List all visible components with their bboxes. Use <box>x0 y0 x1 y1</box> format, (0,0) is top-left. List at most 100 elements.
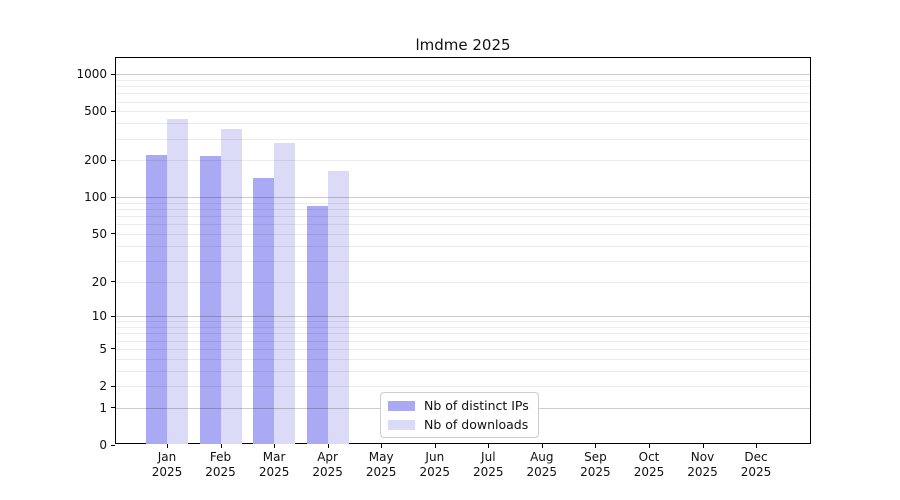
gridline-minor <box>116 358 810 360</box>
gridline-minor <box>116 386 810 387</box>
x-axis-tick-label: Feb 2025 <box>189 450 253 480</box>
y-axis-tick <box>111 444 115 446</box>
bar-apr-distinct-ips <box>306 206 328 444</box>
x-label-month: Aug <box>530 450 554 464</box>
y-axis-tick-label: 20 <box>91 274 107 289</box>
plot-area: 0 1 2 5 10 20 50 100 200 500 1000 Jan 2025 Feb 2025 Mar… <box>76 57 811 479</box>
y-axis-tick <box>111 315 115 317</box>
legend-swatch-icon <box>388 400 415 411</box>
x-axis-tick <box>220 444 222 448</box>
bar-mar-downloads <box>274 143 296 444</box>
y-axis-tick <box>111 233 115 235</box>
x-label-month: Mar <box>262 450 286 464</box>
gridline-minor <box>116 138 810 140</box>
x-axis-tick <box>541 444 543 448</box>
y-axis-tick <box>111 196 115 198</box>
gridline-minor <box>116 93 810 95</box>
x-axis-tick <box>756 444 757 448</box>
y-axis-tick <box>111 407 115 409</box>
gridline-minor <box>116 348 810 350</box>
gridline-minor <box>116 79 810 81</box>
gridline-minor <box>116 101 810 103</box>
x-label-month: Oct <box>638 450 660 464</box>
x-label-year: 2025 <box>687 465 718 479</box>
x-axis-tick-label: Mar 2025 <box>242 450 306 480</box>
gridline-major <box>116 74 810 76</box>
y-axis-tick-label: 50 <box>91 226 107 241</box>
y-axis-tick-label: 5 <box>99 341 107 356</box>
y-axis-tick <box>111 73 115 75</box>
gridline-minor <box>116 123 810 125</box>
y-axis-tick <box>111 281 115 283</box>
gridline-minor <box>116 340 810 342</box>
x-axis-tick-label: Jun 2025 <box>403 450 467 480</box>
gridline-minor <box>116 224 810 226</box>
y-axis-tick-label: 1 <box>99 400 107 415</box>
x-axis-tick-label: Apr 2025 <box>296 450 360 480</box>
bar-mar-distinct-ips <box>253 178 275 444</box>
gridline-minor <box>116 245 810 247</box>
x-label-month: Jul <box>481 450 496 464</box>
x-label-year: 2025 <box>580 465 611 479</box>
x-axis-tick-label: Oct 2025 <box>617 450 681 480</box>
y-axis-tick-label: 500 <box>84 104 107 119</box>
y-axis-tick-label: 10 <box>91 309 107 324</box>
x-label-month: Dec <box>744 450 768 464</box>
chart-title: lmdme 2025 <box>415 36 511 54</box>
x-label-year: 2025 <box>526 465 558 479</box>
x-label-year: 2025 <box>151 465 183 479</box>
x-axis-tick <box>702 444 704 448</box>
x-label-month: Feb <box>209 450 232 464</box>
legend-label: Nb of distinct IPs <box>424 398 529 413</box>
x-axis-tick <box>327 444 329 448</box>
x-label-year: 2025 <box>633 465 665 479</box>
gridline-minor <box>116 281 810 283</box>
x-axis-tick <box>434 444 436 448</box>
x-axis-tick <box>649 444 650 448</box>
legend-item: Nb of distinct IPs <box>388 398 529 413</box>
y-axis-tick-label: 1000 <box>76 67 107 82</box>
gridline-minor <box>116 370 810 372</box>
gridline-minor <box>116 216 810 218</box>
gridline-minor <box>116 333 810 335</box>
gridline-minor <box>116 160 810 162</box>
bar-feb-distinct-ips <box>199 156 221 444</box>
x-axis-tick-label: Nov 2025 <box>671 450 735 480</box>
x-label-month: Jan <box>157 450 177 464</box>
x-axis-tick-label: Jan 2025 <box>135 450 199 480</box>
gridline-minor <box>116 111 810 113</box>
x-axis-tick-label: Sep 2025 <box>563 450 627 480</box>
gridline-minor <box>116 260 810 262</box>
gridline-minor <box>116 86 810 88</box>
bar-jan-downloads <box>167 119 188 444</box>
legend-swatch-icon <box>388 419 415 430</box>
gridline-minor <box>116 209 810 211</box>
y-axis-tick-label: 200 <box>84 153 107 168</box>
y-axis-tick <box>111 348 115 350</box>
x-axis-tick <box>381 444 383 448</box>
x-label-month: Jun <box>425 450 445 464</box>
x-label-year: 2025 <box>740 465 772 479</box>
gridline-major <box>116 316 810 318</box>
legend-label: Nb of downloads <box>424 417 529 432</box>
y-axis-tick-label: 0 <box>99 438 107 452</box>
x-label-month: Nov <box>690 450 715 464</box>
x-axis-tick-label: Dec 2025 <box>724 450 788 480</box>
x-axis-tick <box>488 444 490 448</box>
x-axis-tick <box>274 444 276 448</box>
bar-feb-downloads <box>220 129 242 444</box>
bar-jan-distinct-ips <box>146 155 167 444</box>
bar-apr-downloads <box>327 170 349 444</box>
x-axis-tick-label: Aug 2025 <box>510 450 574 480</box>
gridline-minor <box>116 327 810 328</box>
x-label-year: 2025 <box>312 465 343 479</box>
x-label-year: 2025 <box>419 465 451 479</box>
y-axis-tick-label: 2 <box>99 379 107 393</box>
x-label-year: 2025 <box>205 465 236 479</box>
x-axis-tick <box>167 444 168 448</box>
x-label-month: Sep <box>584 450 607 464</box>
legend-item: Nb of downloads <box>388 417 529 432</box>
legend: Nb of distinct IPs Nb of downloads <box>380 392 539 438</box>
x-label-year: 2025 <box>365 465 397 479</box>
